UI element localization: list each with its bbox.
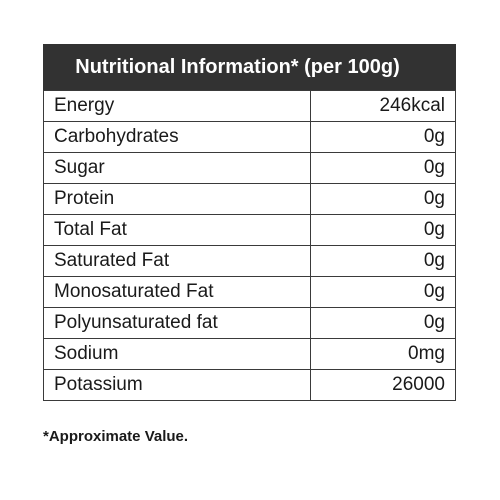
table-row: Potassium 26000 [43, 369, 456, 401]
table-row: Polyunsaturated fat 0g [43, 307, 456, 339]
table-header: Nutritional Information* (per 100g) [43, 44, 456, 90]
table-row: Energy 246kcal [43, 90, 456, 122]
nutrition-table: Energy 246kcal Carbohydrates 0g Sugar 0g… [43, 90, 456, 401]
table-row: Sodium 0mg [43, 338, 456, 370]
table-row: Sugar 0g [43, 152, 456, 184]
nutrient-value: 0g [310, 121, 456, 153]
nutrient-value: 0g [310, 245, 456, 277]
table-row: Carbohydrates 0g [43, 121, 456, 153]
nutrient-label: Energy [43, 90, 311, 122]
nutrient-label: Monosaturated Fat [43, 276, 311, 308]
nutrient-value: 246kcal [310, 90, 456, 122]
nutrient-value: 26000 [310, 369, 456, 401]
table-row: Total Fat 0g [43, 214, 456, 246]
table-row: Monosaturated Fat 0g [43, 276, 456, 308]
nutrient-label: Total Fat [43, 214, 311, 246]
table-row: Saturated Fat 0g [43, 245, 456, 277]
nutrient-value: 0g [310, 214, 456, 246]
nutrient-label: Sugar [43, 152, 311, 184]
nutrient-value: 0mg [310, 338, 456, 370]
nutrition-panel: Nutritional Information* (per 100g) Ener… [43, 44, 456, 401]
nutrient-label: Carbohydrates [43, 121, 311, 153]
nutrient-value: 0g [310, 183, 456, 215]
nutrient-value: 0g [310, 276, 456, 308]
nutrient-value: 0g [310, 152, 456, 184]
footnote: *Approximate Value. [43, 428, 189, 445]
nutrient-label: Sodium [43, 338, 311, 370]
nutrient-label: Potassium [43, 369, 311, 401]
nutrient-label: Protein [43, 183, 311, 215]
nutrient-label: Polyunsaturated fat [43, 307, 311, 339]
nutrient-value: 0g [310, 307, 456, 339]
nutrient-label: Saturated Fat [43, 245, 311, 277]
table-row: Protein 0g [43, 183, 456, 215]
